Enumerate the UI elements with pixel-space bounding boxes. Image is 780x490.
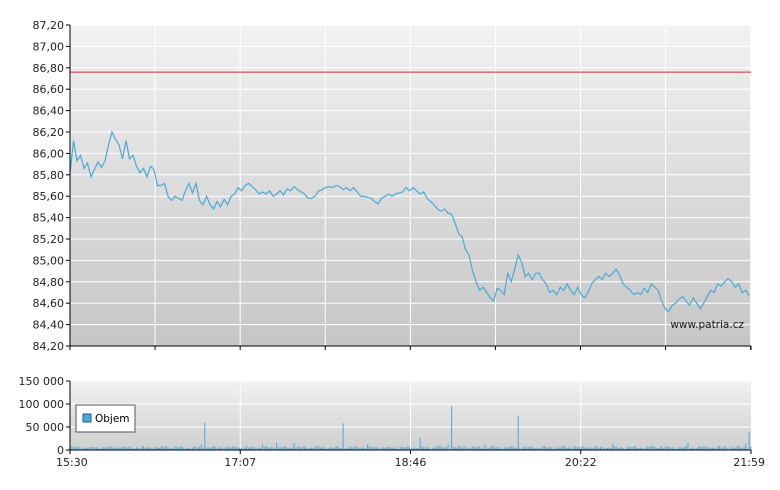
legend-label: Objem — [95, 413, 130, 425]
volume-y-tick-label: 100 000 — [19, 398, 65, 411]
volume-legend: Objem — [75, 404, 136, 433]
price-y-tick-label: 86,00 — [33, 147, 65, 160]
price-y-tick-label: 86,20 — [33, 126, 65, 139]
volume-y-tick-label: 50 000 — [26, 421, 65, 434]
volume-x-axis-ticks: 15:30 17:07 18:46 20:22 21:59 — [56, 450, 765, 469]
volume-y-axis-ticks: 0 50 000 100 000 150 000 — [19, 375, 70, 457]
price-x-axis-marks — [69, 346, 752, 350]
price-y-tick-label: 86,80 — [33, 62, 65, 75]
x-tick-label: 20:22 — [565, 456, 597, 469]
price-y-tick-label: 84,20 — [33, 340, 65, 353]
price-y-tick-label: 84,80 — [33, 276, 65, 289]
price-y-tick-label: 85,80 — [33, 169, 65, 182]
price-y-tick-label: 87,00 — [33, 40, 65, 53]
legend-box — [75, 404, 136, 433]
x-tick-label: 18:46 — [395, 456, 427, 469]
watermark: www.patria.cz — [670, 319, 744, 331]
price-y-tick-label: 85,40 — [33, 212, 65, 225]
price-series-line — [69, 130, 750, 313]
volume-y-tick-label: 150 000 — [19, 375, 65, 388]
price-y-tick-label: 85,60 — [33, 190, 65, 203]
price-y-tick-label: 86,40 — [33, 105, 65, 118]
price-y-tick-label: 85,00 — [33, 254, 65, 267]
price-y-tick-label: 86,60 — [33, 83, 65, 96]
legend-swatch — [82, 413, 92, 423]
price-y-tick-label: 84,60 — [33, 297, 65, 310]
price-y-tick-label: 84,40 — [33, 319, 65, 332]
price-y-axis-ticks: 84,20 84,40 84,60 84,80 85,00 85,20 85,40 85,60… — [33, 19, 70, 353]
x-tick-label: 15:30 — [56, 456, 88, 469]
price-y-tick-label: 85,20 — [33, 233, 65, 246]
price-y-tick-label: 87,20 — [33, 19, 65, 32]
x-tick-label: 17:07 — [224, 456, 256, 469]
x-tick-label: 21:59 — [733, 456, 765, 469]
volume-y-tick-label: 0 — [57, 444, 64, 457]
